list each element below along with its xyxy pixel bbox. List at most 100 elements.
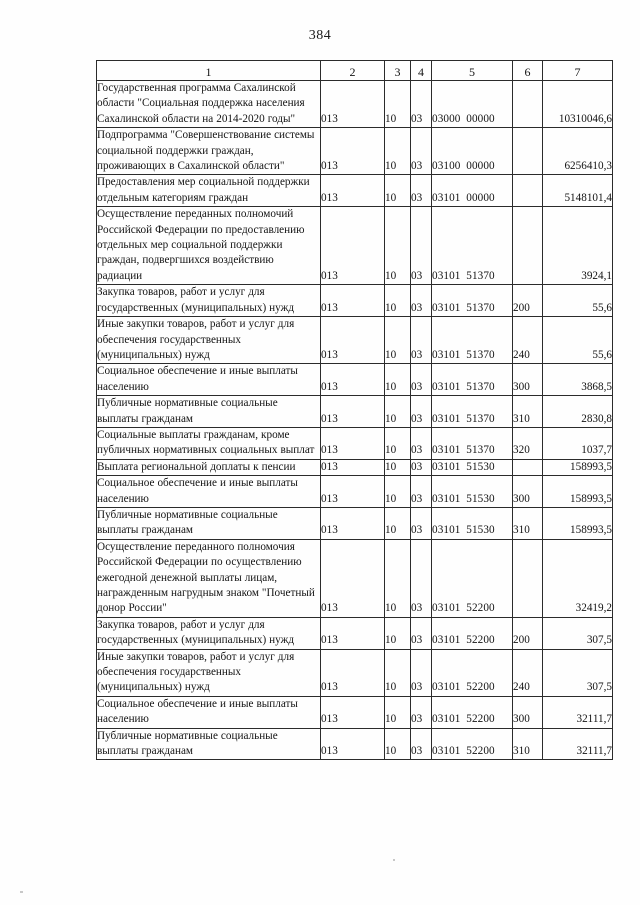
table-row: Подпрограмма "Совершенствование системы … <box>96 127 613 176</box>
cell-section: 10 <box>384 79 411 129</box>
cell-name: Предоставления мер социальной поддержки … <box>96 174 321 208</box>
cell-expense-type: 300 <box>512 695 543 729</box>
table-row: Социальное обеспечение и иные выплаты на… <box>96 475 613 508</box>
table-row: Закупка товаров, работ и услуг для госуд… <box>96 616 613 650</box>
cell-amount: 5148101,4 <box>542 174 613 208</box>
cell-expense-type: 200 <box>512 284 543 318</box>
cell-name: Государственная программа Сахалинской об… <box>96 79 321 129</box>
table-body: Государственная программа Сахалинской об… <box>96 79 613 761</box>
cell-section: 10 <box>384 363 411 397</box>
cell-amount: 3924,1 <box>542 206 613 286</box>
cell-name: Социальное обеспечение и иные выплаты на… <box>96 695 321 729</box>
cell-expense-type <box>512 127 543 176</box>
table-row: Осуществление переданных полномочий Росс… <box>96 206 613 286</box>
cell-target-code: 03101 52200 <box>431 727 513 761</box>
cell-expense-type: 300 <box>512 363 543 397</box>
cell-section: 10 <box>384 475 411 508</box>
cell-target-code: 03101 51370 <box>431 206 513 286</box>
cell-chapter-code: 013 <box>320 475 385 508</box>
cell-subsection: 03 <box>410 538 432 618</box>
cell-amount: 55,6 <box>542 284 613 318</box>
cell-amount: 158993,5 <box>542 458 613 477</box>
cell-section: 10 <box>384 695 411 729</box>
scan-artifact <box>20 891 23 893</box>
cell-target-code: 03101 51530 <box>431 458 513 477</box>
column-header-1: 1 <box>96 60 321 81</box>
cell-section: 10 <box>384 284 411 318</box>
cell-subsection: 03 <box>410 316 432 365</box>
cell-subsection: 03 <box>410 458 432 477</box>
cell-expense-type: 240 <box>512 648 543 697</box>
cell-target-code: 03100 00000 <box>431 127 513 176</box>
cell-amount: 2830,8 <box>542 395 613 428</box>
cell-amount: 6256410,3 <box>542 127 613 176</box>
cell-target-code: 03101 51370 <box>431 395 513 428</box>
cell-expense-type: 240 <box>512 316 543 365</box>
scan-artifact <box>393 859 395 861</box>
table-row: Социальные выплаты гражданам, кроме публ… <box>96 426 613 460</box>
cell-chapter-code: 013 <box>320 395 385 428</box>
cell-target-code: 03101 52200 <box>431 538 513 618</box>
cell-chapter-code: 013 <box>320 616 385 650</box>
table-header: 1 2 3 4 5 6 7 <box>96 60 613 81</box>
cell-chapter-code: 013 <box>320 538 385 618</box>
cell-section: 10 <box>384 616 411 650</box>
cell-expense-type: 320 <box>512 426 543 460</box>
cell-section: 10 <box>384 426 411 460</box>
cell-name: Публичные нормативные социальные выплаты… <box>96 727 321 761</box>
table-row: Социальное обеспечение и иные выплаты на… <box>96 695 613 729</box>
cell-chapter-code: 013 <box>320 458 385 477</box>
cell-amount: 55,6 <box>542 316 613 365</box>
cell-section: 10 <box>384 206 411 286</box>
cell-amount: 158993,5 <box>542 506 613 540</box>
cell-section: 10 <box>384 506 411 540</box>
budget-table: 1 2 3 4 5 6 7 Государственная программа … <box>96 60 613 761</box>
table-row: Закупка товаров, работ и услуг для госуд… <box>96 284 613 318</box>
table-row: Иные закупки товаров, работ и услуг для … <box>96 648 613 697</box>
cell-name: Осуществление переданного полномочия Рос… <box>96 538 321 618</box>
cell-subsection: 03 <box>410 475 432 508</box>
table-row: Социальное обеспечение и иные выплаты на… <box>96 363 613 397</box>
cell-amount: 32419,2 <box>542 538 613 618</box>
cell-section: 10 <box>384 648 411 697</box>
cell-amount: 32111,7 <box>542 695 613 729</box>
cell-name: Социальное обеспечение и иные выплаты на… <box>96 475 321 508</box>
cell-chapter-code: 013 <box>320 316 385 365</box>
cell-section: 10 <box>384 395 411 428</box>
table-row: Публичные нормативные социальные выплаты… <box>96 395 613 428</box>
cell-expense-type: 310 <box>512 395 543 428</box>
cell-amount: 10310046,6 <box>542 79 613 129</box>
cell-section: 10 <box>384 727 411 761</box>
cell-section: 10 <box>384 538 411 618</box>
cell-chapter-code: 013 <box>320 727 385 761</box>
cell-chapter-code: 013 <box>320 174 385 208</box>
cell-chapter-code: 013 <box>320 426 385 460</box>
column-header-3: 3 <box>384 60 411 81</box>
table-row: Иные закупки товаров, работ и услуг для … <box>96 316 613 365</box>
cell-section: 10 <box>384 174 411 208</box>
cell-name: Публичные нормативные социальные выплаты… <box>96 506 321 540</box>
cell-target-code: 03101 52200 <box>431 616 513 650</box>
cell-chapter-code: 013 <box>320 79 385 129</box>
cell-subsection: 03 <box>410 206 432 286</box>
cell-expense-type <box>512 206 543 286</box>
cell-subsection: 03 <box>410 426 432 460</box>
cell-chapter-code: 013 <box>320 284 385 318</box>
cell-expense-type <box>512 79 543 129</box>
cell-amount: 32111,7 <box>542 727 613 761</box>
cell-subsection: 03 <box>410 616 432 650</box>
cell-target-code: 03101 51530 <box>431 475 513 508</box>
cell-subsection: 03 <box>410 79 432 129</box>
table-row: Выплата региональной доплаты к пенсии 013… <box>96 458 613 477</box>
cell-section: 10 <box>384 127 411 176</box>
cell-expense-type: 300 <box>512 475 543 508</box>
cell-target-code: 03101 51370 <box>431 426 513 460</box>
table-row: Осуществление переданного полномочия Рос… <box>96 538 613 618</box>
cell-chapter-code: 013 <box>320 695 385 729</box>
cell-target-code: 03101 52200 <box>431 695 513 729</box>
cell-subsection: 03 <box>410 284 432 318</box>
cell-expense-type: 310 <box>512 727 543 761</box>
table-row: Государственная программа Сахалинской об… <box>96 79 613 129</box>
cell-amount: 3868,5 <box>542 363 613 397</box>
cell-subsection: 03 <box>410 363 432 397</box>
